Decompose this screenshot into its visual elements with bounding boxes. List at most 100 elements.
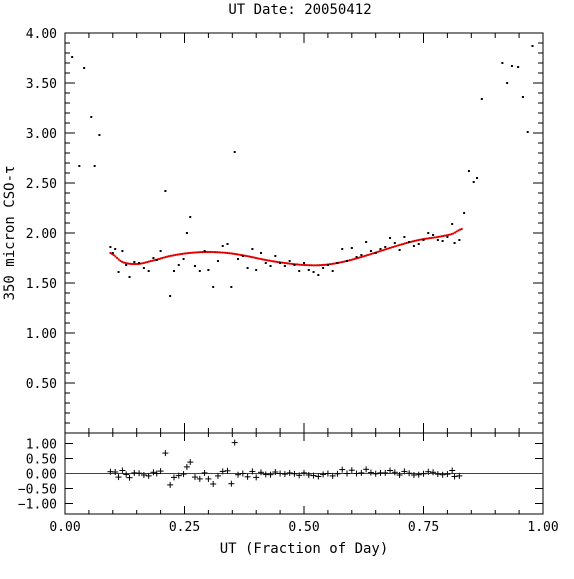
fit-curve-dot bbox=[385, 247, 388, 251]
residual-point bbox=[196, 475, 203, 482]
residual-point bbox=[140, 472, 147, 478]
data-point bbox=[155, 259, 158, 261]
residual-point bbox=[112, 469, 119, 475]
residual-point bbox=[231, 439, 238, 446]
fit-curve-dot bbox=[122, 261, 125, 264]
fit-curve-dot bbox=[383, 248, 386, 251]
data-point bbox=[506, 82, 509, 84]
fit-curve-dot bbox=[268, 259, 271, 262]
data-point bbox=[182, 258, 185, 260]
fit-curve-dot bbox=[291, 262, 294, 266]
data-point bbox=[125, 264, 128, 266]
residual-point bbox=[310, 472, 317, 479]
residual-point bbox=[115, 474, 122, 481]
fit-curve-dot bbox=[136, 262, 139, 266]
data-point bbox=[458, 239, 461, 241]
residual-point bbox=[192, 474, 199, 481]
fit-curve-dot bbox=[134, 262, 137, 266]
data-point bbox=[510, 65, 513, 67]
fit-curve-dot bbox=[159, 257, 162, 260]
fit-curve-dot bbox=[132, 262, 135, 266]
fit-curve-dot bbox=[109, 251, 112, 255]
fit-curve-dot bbox=[121, 260, 124, 263]
fit-curve-dot bbox=[169, 254, 172, 258]
data-point bbox=[312, 271, 315, 273]
residual-point bbox=[119, 467, 126, 474]
fit-curve-dot bbox=[186, 252, 189, 255]
data-point bbox=[412, 245, 415, 247]
residual-point bbox=[123, 471, 130, 478]
residual-point bbox=[344, 470, 351, 477]
data-point bbox=[526, 131, 529, 133]
fit-curve-dot bbox=[393, 245, 396, 248]
fit-curve-dot bbox=[328, 263, 331, 266]
residual-data-points bbox=[107, 439, 463, 488]
fit-curve-dot bbox=[400, 243, 403, 246]
fit-curve-dot bbox=[258, 257, 261, 260]
fit-curve-dot bbox=[417, 239, 420, 242]
residual-point bbox=[286, 469, 293, 476]
data-point bbox=[83, 67, 86, 69]
fit-curve-dot bbox=[420, 238, 423, 241]
data-point bbox=[152, 257, 155, 259]
data-point bbox=[259, 252, 262, 254]
fit-curve-dot bbox=[166, 255, 169, 258]
fit-curve-dot bbox=[184, 252, 187, 255]
fit-curve-dot bbox=[214, 251, 217, 254]
fit-curve-dot bbox=[149, 260, 152, 263]
residual-point bbox=[244, 473, 251, 480]
residual-point bbox=[224, 467, 231, 474]
residual-point bbox=[415, 471, 422, 478]
fit-curve-dot bbox=[397, 244, 400, 247]
data-point bbox=[237, 258, 240, 260]
fit-curve-dot bbox=[316, 264, 319, 267]
fit-curve-dot bbox=[308, 264, 311, 267]
residual-point bbox=[406, 470, 413, 477]
residual-point bbox=[210, 481, 217, 487]
fit-curve-dot bbox=[412, 240, 415, 243]
fit-curve-dot bbox=[330, 262, 333, 266]
res-y-tick-label: 0.50 bbox=[26, 453, 57, 468]
fit-curve-dot bbox=[259, 257, 263, 261]
data-point bbox=[384, 246, 387, 248]
fit-curve-dot bbox=[343, 260, 346, 263]
data-point bbox=[255, 269, 258, 271]
fit-curve-dot bbox=[177, 253, 181, 256]
x-tick-label: 0.25 bbox=[169, 520, 200, 535]
residual-point bbox=[205, 475, 212, 482]
data-point bbox=[480, 98, 483, 100]
fit-curve-dot bbox=[433, 236, 437, 239]
x-tick-label: 0.50 bbox=[288, 520, 319, 535]
data-point bbox=[298, 270, 301, 272]
data-point bbox=[322, 267, 325, 269]
fit-curve-dot bbox=[206, 250, 209, 254]
residual-point bbox=[358, 469, 365, 476]
fit-curve-dot bbox=[124, 261, 127, 265]
data-point bbox=[517, 66, 520, 68]
x-tick-label: 1.00 bbox=[527, 520, 558, 535]
residual-point bbox=[305, 472, 312, 478]
fit-curve-dot bbox=[213, 250, 216, 254]
fit-curve-dot bbox=[253, 256, 256, 259]
main-y-tick-label: 2.00 bbox=[26, 227, 57, 242]
fit-curve-dot bbox=[458, 228, 462, 231]
main-data-points bbox=[71, 45, 534, 297]
fit-curve-dot bbox=[428, 237, 432, 240]
data-point bbox=[365, 241, 368, 243]
fit-curve-dot bbox=[368, 253, 371, 256]
fit-curve-dot bbox=[371, 252, 375, 255]
data-point bbox=[432, 234, 435, 236]
fit-curve-dot bbox=[443, 234, 447, 237]
data-point bbox=[185, 232, 188, 234]
fit-curve-dot bbox=[228, 252, 231, 255]
fit-curve-dot bbox=[181, 252, 184, 255]
residual-point bbox=[334, 470, 341, 477]
fit-curve-dot bbox=[246, 255, 249, 258]
fit-curve-dot bbox=[209, 250, 212, 254]
fit-curve-dot bbox=[380, 249, 383, 252]
fit-curve-dot bbox=[274, 260, 278, 263]
residual-point bbox=[257, 469, 264, 476]
residual-point bbox=[353, 470, 360, 477]
data-point bbox=[111, 252, 114, 254]
